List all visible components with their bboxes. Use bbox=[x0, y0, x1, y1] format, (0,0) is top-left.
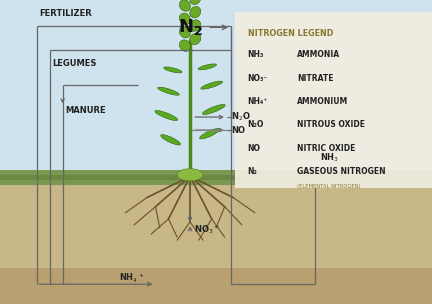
Ellipse shape bbox=[177, 169, 203, 181]
Text: N₂O: N₂O bbox=[248, 120, 264, 130]
Text: NITRATE: NITRATE bbox=[297, 74, 334, 83]
Text: NITROGEN LEGEND: NITROGEN LEGEND bbox=[248, 29, 333, 38]
Text: AMMONIA: AMMONIA bbox=[297, 50, 340, 59]
Text: N₂: N₂ bbox=[248, 167, 257, 176]
Ellipse shape bbox=[190, 6, 201, 18]
Text: NH$_3$: NH$_3$ bbox=[320, 152, 339, 164]
FancyBboxPatch shape bbox=[235, 12, 432, 188]
Ellipse shape bbox=[203, 104, 225, 115]
Ellipse shape bbox=[190, 20, 201, 31]
Ellipse shape bbox=[158, 87, 179, 95]
Ellipse shape bbox=[198, 64, 216, 70]
Text: NO: NO bbox=[248, 144, 260, 153]
Ellipse shape bbox=[179, 40, 191, 51]
Text: GASEOUS NITROGEN: GASEOUS NITROGEN bbox=[297, 167, 386, 176]
Text: NITRIC OXIDE: NITRIC OXIDE bbox=[297, 144, 356, 153]
Ellipse shape bbox=[179, 26, 191, 38]
Ellipse shape bbox=[190, 33, 201, 45]
Text: NO₃⁻: NO₃⁻ bbox=[248, 74, 268, 83]
Text: NITROUS OXIDE: NITROUS OXIDE bbox=[297, 120, 365, 130]
Ellipse shape bbox=[179, 13, 191, 25]
Ellipse shape bbox=[164, 67, 182, 73]
Text: NH$_4$$^+$: NH$_4$$^+$ bbox=[119, 272, 144, 285]
Ellipse shape bbox=[155, 110, 178, 121]
Text: MANURE: MANURE bbox=[65, 106, 105, 116]
Text: N$_2$O: N$_2$O bbox=[231, 111, 251, 123]
Bar bbox=[0, 175, 432, 180]
Text: $\mathbf{N_2}$: $\mathbf{N_2}$ bbox=[178, 17, 203, 37]
Text: (ELEMENTAL NITROGEN): (ELEMENTAL NITROGEN) bbox=[297, 184, 361, 189]
Text: NO: NO bbox=[231, 126, 245, 135]
Bar bbox=[0, 268, 432, 304]
Bar bbox=[0, 182, 432, 304]
Text: LEGUMES: LEGUMES bbox=[52, 59, 96, 68]
Text: NO$_3$$^-$: NO$_3$$^-$ bbox=[194, 223, 220, 236]
Ellipse shape bbox=[200, 129, 219, 139]
Ellipse shape bbox=[201, 81, 222, 89]
Ellipse shape bbox=[179, 0, 191, 11]
Ellipse shape bbox=[190, 0, 201, 5]
Text: NH₃: NH₃ bbox=[248, 50, 264, 59]
Text: FERTILIZER: FERTILIZER bbox=[39, 9, 92, 18]
Bar bbox=[0, 0, 432, 182]
Ellipse shape bbox=[161, 135, 181, 145]
Text: AMMONIUM: AMMONIUM bbox=[297, 97, 349, 106]
Text: NH₄⁺: NH₄⁺ bbox=[248, 97, 268, 106]
Bar bbox=[0, 170, 432, 185]
